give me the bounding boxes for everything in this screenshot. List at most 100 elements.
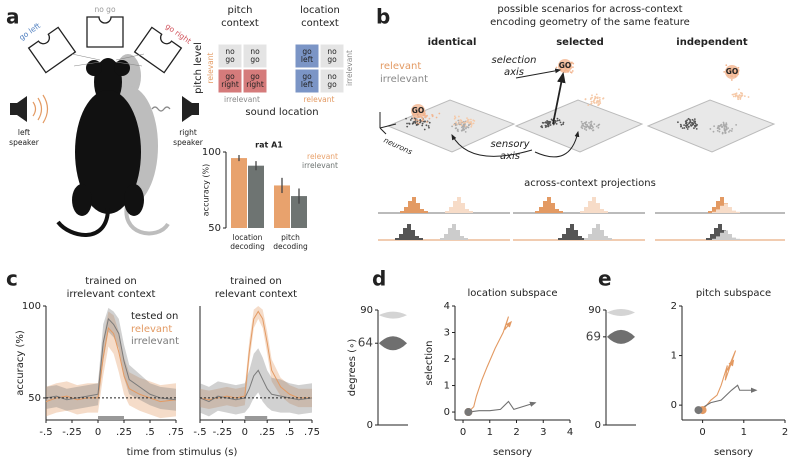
dot [686,119,689,122]
axis-arrow [534,130,580,158]
speaker-label: speaker [173,138,204,147]
dot [721,131,724,134]
axis-annotation: neurons [382,135,413,156]
x-tick-label: 3 [540,427,546,438]
section-title: across-context projections [524,178,656,189]
dot [542,121,545,124]
hist-bar [461,203,465,213]
violin [607,309,635,317]
line [199,369,313,403]
y-tick-label: 4 [444,301,450,312]
grid-cell [319,68,345,94]
dot [555,66,558,69]
dot [419,119,422,122]
hist-bar [456,230,460,240]
x-tick-label: 1 [741,427,747,438]
dot [435,116,438,119]
dot [454,124,457,127]
hist-bar [464,238,468,240]
dot [459,121,461,124]
dot [417,119,420,122]
dot [695,127,698,130]
violin [379,311,407,319]
x-tick-label: 0 [242,427,248,438]
grid-cell [319,43,345,69]
axis-label: pitch level [193,42,204,94]
axis-arrow [552,71,566,125]
dot [723,129,726,132]
dot [467,124,470,127]
y-tick-label: 90 [360,305,373,316]
x-axis-label: time from stimulus (s) [127,447,238,458]
hist-bar [712,238,716,240]
hist-bar [412,197,416,213]
dot [466,120,469,123]
dot [689,120,692,123]
bar [274,185,290,228]
go-label: GO [559,61,572,70]
dot [595,93,598,96]
dot [421,122,424,125]
hist-bar [732,237,736,240]
dot [559,121,562,124]
door-label: no go [94,5,115,14]
dot [571,61,573,64]
dot [731,127,734,130]
dot [590,123,593,126]
grid-cell [217,43,243,69]
dot [411,117,413,120]
dot [733,93,735,96]
hist-bar [535,211,539,213]
cell-label: go [250,55,260,64]
dot [729,129,731,132]
dot [558,119,561,122]
hist-bar [411,230,415,240]
cell-label: no [327,47,337,56]
x-tick-label: 0 [460,427,466,438]
context-title: context [221,18,259,29]
hist-bar [566,228,570,240]
dot [721,126,724,128]
cell-label: go [302,47,312,56]
x-tick-label: 2 [513,427,519,438]
hist-bar [555,209,559,213]
chart-title: trained on [230,276,281,287]
dot [582,123,584,125]
dot [591,125,593,127]
dot [722,121,725,124]
y-axis-label: accuracy (%) [202,164,211,216]
dot [462,122,465,124]
hist-bar [449,207,453,213]
dot [472,122,475,125]
cell-label: go [327,55,337,64]
bar [231,158,247,228]
dot [416,122,418,124]
dot [595,96,597,99]
dot [413,118,416,121]
cell-label: left [301,80,313,89]
dot [743,95,746,98]
dot [738,88,740,91]
go-marker [558,59,572,73]
dot [556,117,559,120]
axis-annotation: axis [504,67,524,78]
projection-histograms [378,197,785,241]
axes-icon [379,112,397,135]
x-axis-label: sensory [493,447,532,458]
cell-label: no [225,47,235,56]
x-tick-label: -.25 [62,427,82,438]
dot [453,123,455,126]
axis-annotation: sensory [490,139,530,150]
panel-label: a [6,5,20,29]
start-point [694,406,703,415]
dot [456,123,459,126]
bar [248,165,264,228]
hist-bar [453,201,457,213]
dot [546,119,549,122]
dot [455,127,458,129]
grid-cell [217,68,243,94]
hist-bar [584,238,588,240]
hist-bar [736,211,740,213]
dot [421,118,424,121]
chart-title: location subspace [467,288,557,299]
